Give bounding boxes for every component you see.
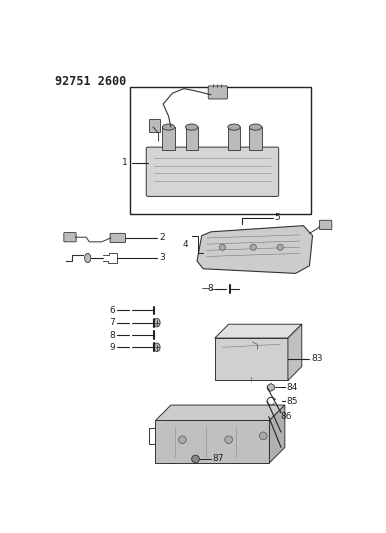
Circle shape [277, 244, 283, 251]
Circle shape [259, 432, 267, 440]
Polygon shape [215, 338, 288, 381]
Ellipse shape [186, 124, 198, 130]
Bar [149, 119, 160, 132]
Polygon shape [215, 324, 302, 338]
Text: 6: 6 [110, 306, 115, 315]
Bar [249, 127, 262, 150]
Bar [130, 87, 311, 214]
Ellipse shape [154, 318, 160, 327]
Text: 3: 3 [159, 254, 165, 262]
FancyBboxPatch shape [320, 220, 332, 230]
Text: 8: 8 [208, 284, 213, 293]
Ellipse shape [85, 253, 91, 263]
Ellipse shape [163, 124, 175, 130]
Bar [228, 127, 240, 150]
Ellipse shape [249, 124, 262, 130]
Text: 87: 87 [212, 455, 224, 464]
Bar [186, 127, 198, 150]
Polygon shape [288, 324, 302, 381]
Circle shape [192, 455, 199, 463]
Circle shape [219, 244, 225, 251]
Text: 4: 4 [183, 240, 189, 248]
Text: 2: 2 [159, 233, 165, 243]
Text: 83: 83 [311, 354, 323, 364]
Polygon shape [156, 421, 269, 463]
Text: 8: 8 [110, 330, 115, 340]
FancyBboxPatch shape [110, 233, 125, 243]
Text: 5: 5 [274, 213, 280, 222]
Ellipse shape [228, 124, 240, 130]
Ellipse shape [154, 343, 160, 352]
Bar [163, 127, 175, 150]
Circle shape [225, 436, 232, 443]
Text: 7: 7 [110, 318, 115, 327]
Text: 1: 1 [122, 158, 128, 167]
FancyBboxPatch shape [146, 147, 279, 196]
Circle shape [250, 244, 256, 251]
FancyBboxPatch shape [208, 86, 227, 99]
Text: 86: 86 [280, 412, 292, 421]
Text: 84: 84 [286, 383, 298, 392]
FancyBboxPatch shape [64, 232, 76, 242]
Text: 85: 85 [286, 397, 298, 406]
Polygon shape [269, 405, 285, 463]
Text: —: — [202, 284, 209, 293]
Text: 9: 9 [110, 343, 115, 352]
Polygon shape [197, 225, 313, 273]
Circle shape [179, 436, 186, 443]
Text: 92751 2600: 92751 2600 [55, 75, 127, 88]
Polygon shape [156, 405, 285, 421]
